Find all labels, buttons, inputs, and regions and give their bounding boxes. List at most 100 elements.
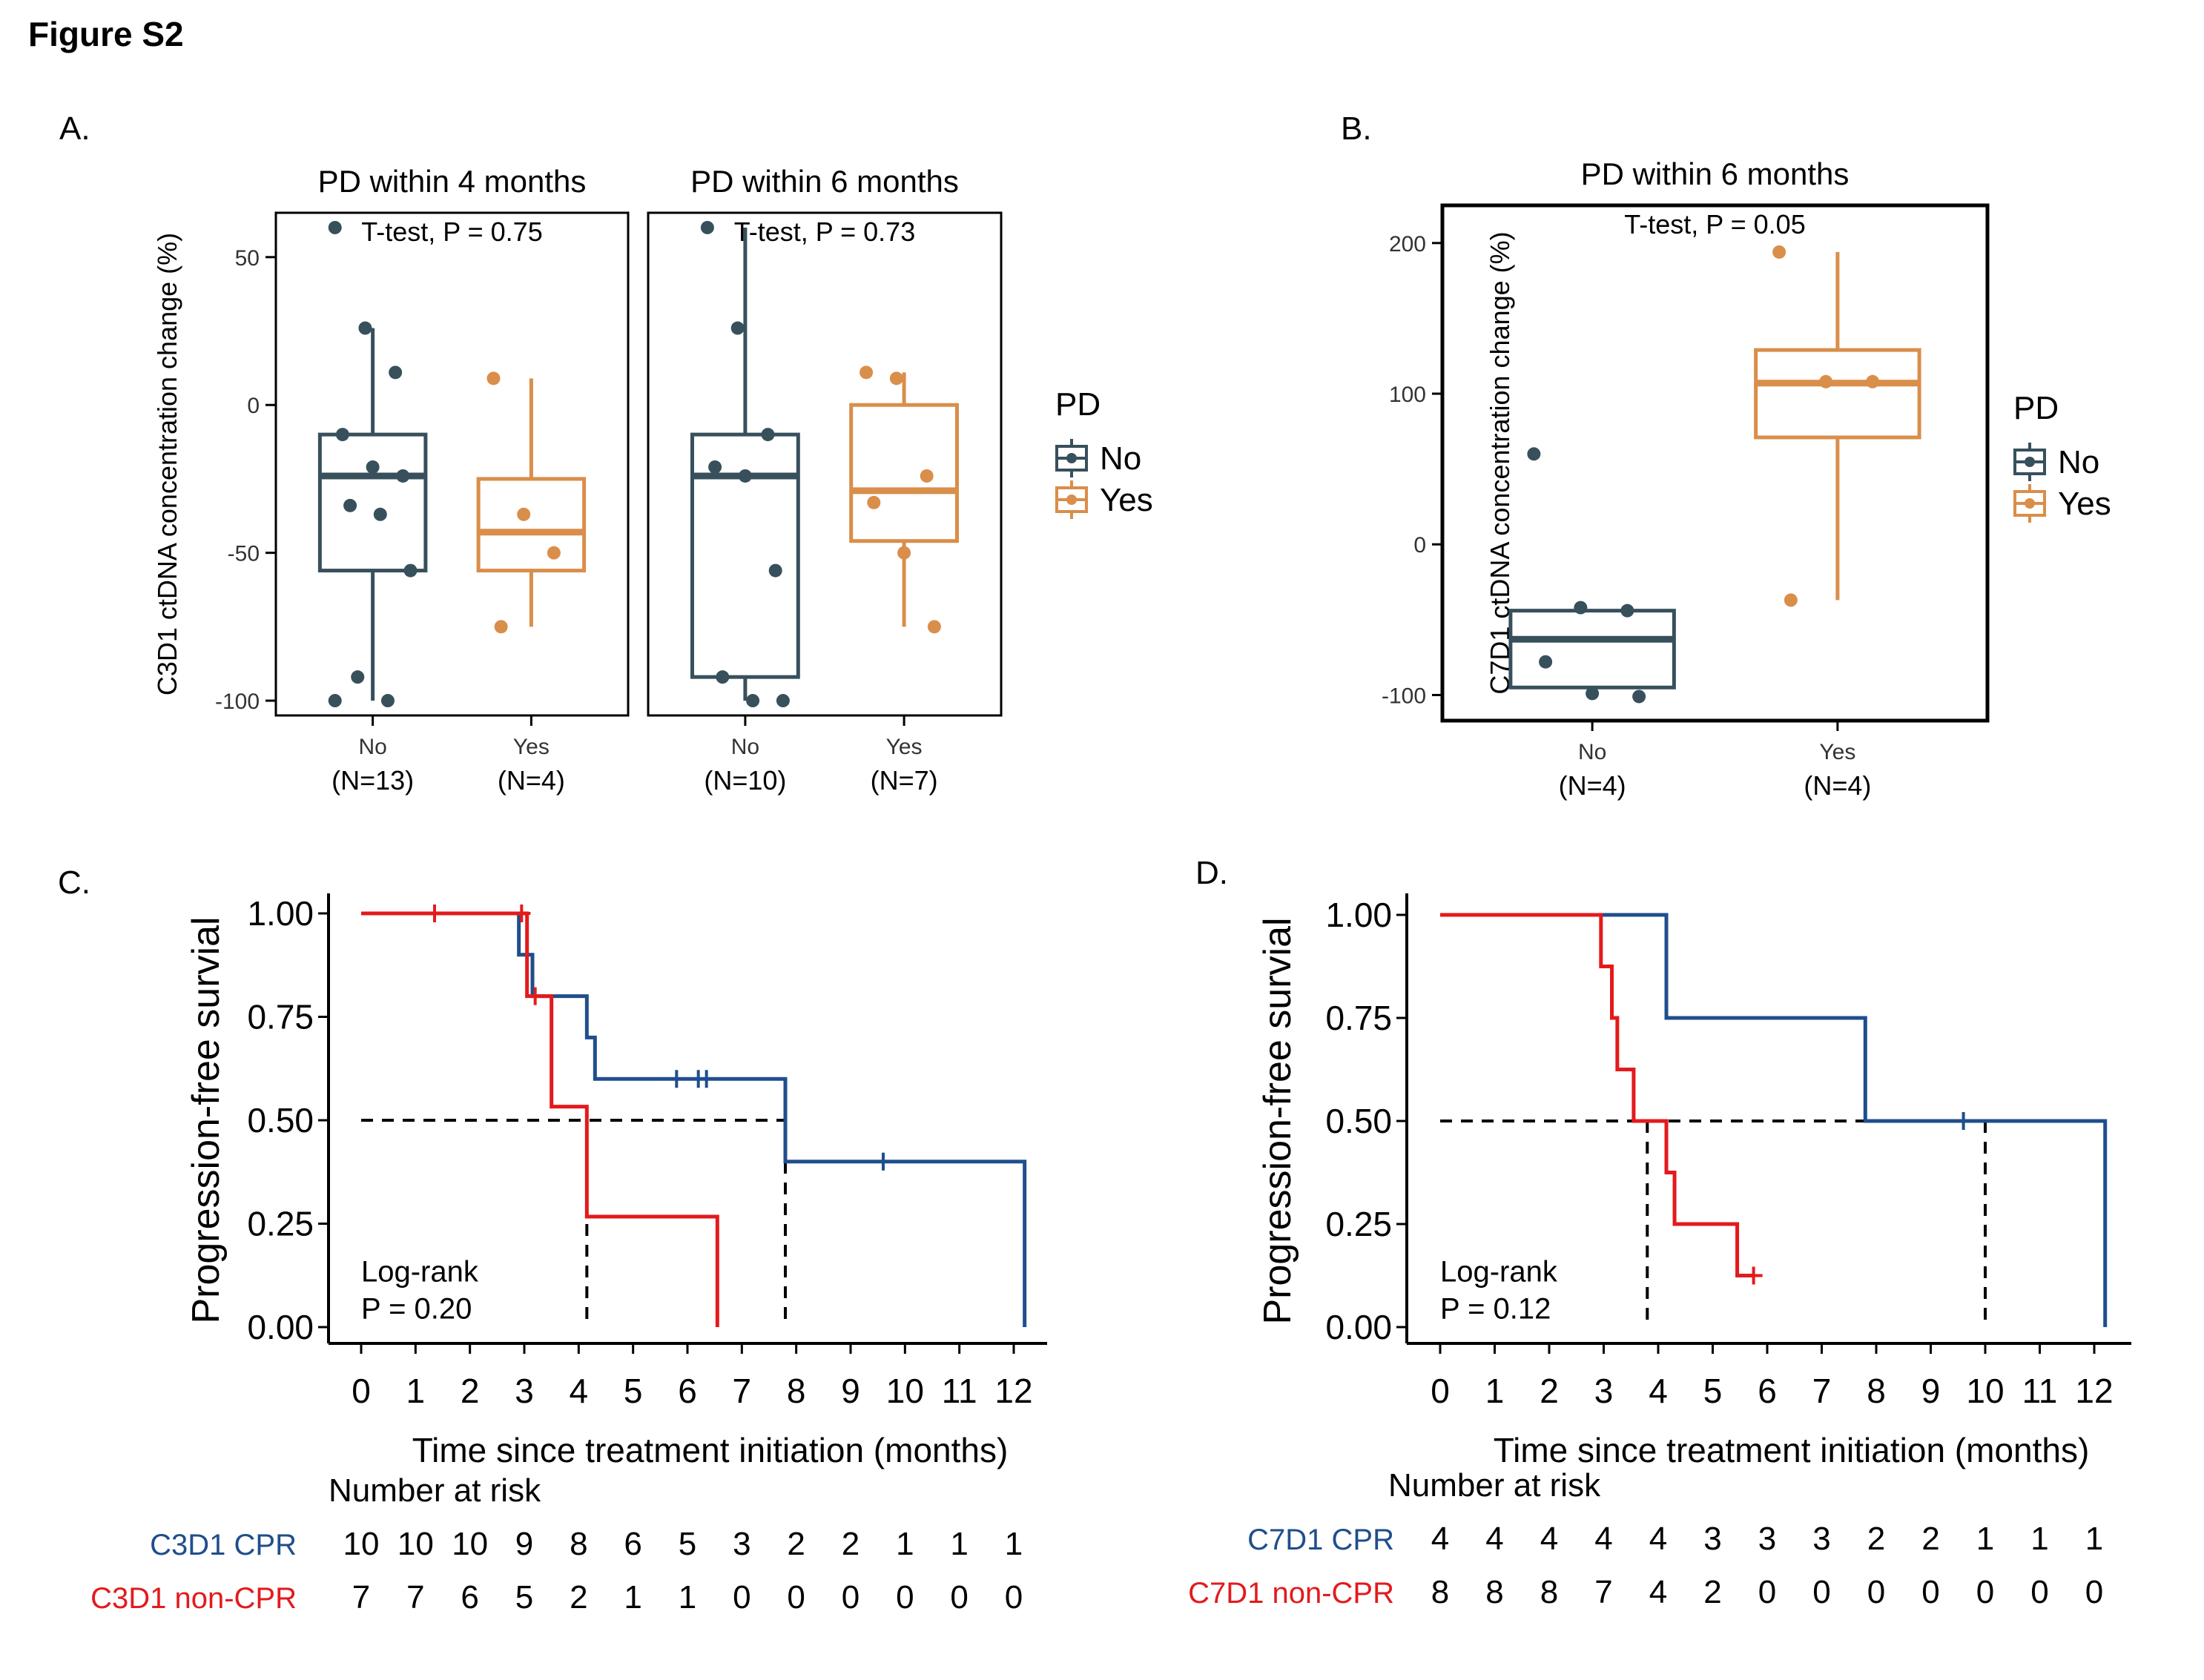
box-iqr	[849, 403, 959, 543]
legend-item-yes: Yes	[2013, 484, 2111, 523]
panel-label: C.	[58, 864, 90, 901]
x-tick-label: 1	[406, 1372, 426, 1410]
risk-count: 1	[2030, 1521, 2048, 1557]
y-tick-label: 1.00	[1325, 896, 1392, 934]
x-tick-label: 8	[787, 1372, 806, 1410]
data-point	[403, 563, 418, 578]
data-point	[494, 620, 508, 634]
data-point	[517, 507, 531, 521]
risk-count: 4	[1649, 1574, 1667, 1610]
x-tick-label: 3	[1594, 1372, 1614, 1410]
data-point	[328, 220, 342, 234]
x-tick-label: 6	[1758, 1372, 1777, 1410]
x-tick-label: Yes	[513, 735, 550, 759]
risk-count: 0	[1005, 1579, 1023, 1615]
survival-curve-c7d1-cpr	[1440, 913, 2108, 1327]
data-point	[716, 670, 730, 684]
risk-count: 3	[1703, 1521, 1721, 1557]
figure-title: Figure S2	[28, 15, 184, 53]
data-point	[486, 371, 501, 386]
box-iqr	[1508, 609, 1676, 689]
survival-curve-c3d1-non-cpr	[361, 911, 719, 1327]
legend-key-point	[2025, 457, 2035, 467]
data-point	[730, 321, 745, 335]
data-point	[1632, 689, 1646, 704]
risk-count: 8	[1540, 1574, 1558, 1610]
risk-count: 4	[1649, 1521, 1667, 1557]
data-point	[776, 694, 790, 708]
x-tick-label: No	[358, 735, 386, 759]
legend-label: Yes	[2058, 486, 2111, 522]
x-tick-label: 5	[1703, 1372, 1723, 1410]
x-tick-label: 11	[2022, 1372, 2058, 1410]
data-point	[1574, 601, 1588, 615]
data-point	[1866, 374, 1880, 388]
data-point	[761, 428, 775, 442]
risk-count: 2	[570, 1579, 587, 1615]
data-point	[1784, 593, 1798, 607]
box-no	[317, 328, 428, 701]
y-tick-label: 1.00	[247, 894, 314, 933]
risk-count: 1	[950, 1526, 968, 1562]
data-point	[547, 546, 561, 560]
data-point	[358, 321, 372, 335]
log-rank-label: Log-rank	[361, 1255, 479, 1288]
legend-label: No	[1100, 440, 1141, 477]
censor-mark	[1744, 1266, 1763, 1285]
data-point	[867, 495, 881, 509]
risk-table-title: Number at risk	[1388, 1467, 1601, 1504]
risk-count: 2	[1703, 1574, 1721, 1610]
legend-item-no: No	[2013, 443, 2099, 481]
y-tick-label: 200	[1389, 232, 1426, 257]
y-tick-label: 0.00	[247, 1308, 314, 1346]
risk-count: 3	[733, 1526, 750, 1562]
y-tick-label: 0.25	[1325, 1205, 1392, 1243]
risk-table-title: Number at risk	[329, 1472, 541, 1509]
censor-mark	[526, 987, 544, 1005]
data-point	[1819, 374, 1833, 388]
risk-count: 10	[452, 1526, 488, 1562]
y-tick-label: 0.25	[247, 1205, 314, 1243]
censor-mark	[512, 905, 531, 922]
risk-count: 0	[950, 1579, 968, 1615]
y-tick-label: 0.50	[247, 1101, 314, 1140]
data-point	[373, 507, 387, 521]
x-tick-label: 10	[886, 1372, 924, 1410]
risk-count: 0	[1976, 1574, 1994, 1610]
x-tick-label: 12	[994, 1372, 1032, 1410]
risk-count: 0	[1867, 1574, 1885, 1610]
legend-title: PD	[1055, 386, 1101, 423]
legend-label: No	[2058, 444, 2099, 480]
box-no	[1508, 609, 1676, 695]
risk-count: 0	[1921, 1574, 1939, 1610]
y-tick-label: 0	[247, 394, 260, 418]
risk-count: 0	[1812, 1574, 1830, 1610]
x-tick-label: 4	[1649, 1372, 1668, 1410]
risk-table-group-label: C7D1 non-CPR	[1188, 1577, 1394, 1610]
x-tick-label: No	[1578, 740, 1606, 764]
x-tick-label: 7	[733, 1372, 752, 1410]
x-tick-label: Yes	[886, 735, 923, 759]
panel-label: A.	[59, 110, 90, 147]
risk-count: 2	[842, 1526, 860, 1562]
censor-mark	[874, 1152, 892, 1171]
x-tick-label: 3	[515, 1372, 534, 1410]
data-point	[1527, 447, 1541, 461]
x-tick-label: 9	[841, 1372, 860, 1410]
x-tick-label: 5	[624, 1372, 643, 1410]
panel-frame	[1440, 203, 1990, 723]
data-point	[889, 371, 903, 386]
risk-count: 5	[515, 1579, 533, 1615]
data-point	[366, 460, 380, 474]
data-point	[738, 469, 752, 483]
legend-key-point	[1066, 453, 1077, 463]
y-tick-label: 0	[1413, 533, 1426, 558]
x-tick-label: 4	[570, 1372, 589, 1410]
data-point	[1539, 655, 1553, 669]
y-axis-label: Progression-free survial	[185, 916, 228, 1323]
data-point	[897, 546, 911, 560]
x-tick-label: Yes	[1819, 740, 1855, 764]
risk-count: 9	[515, 1526, 533, 1562]
risk-count: 7	[1594, 1574, 1612, 1610]
